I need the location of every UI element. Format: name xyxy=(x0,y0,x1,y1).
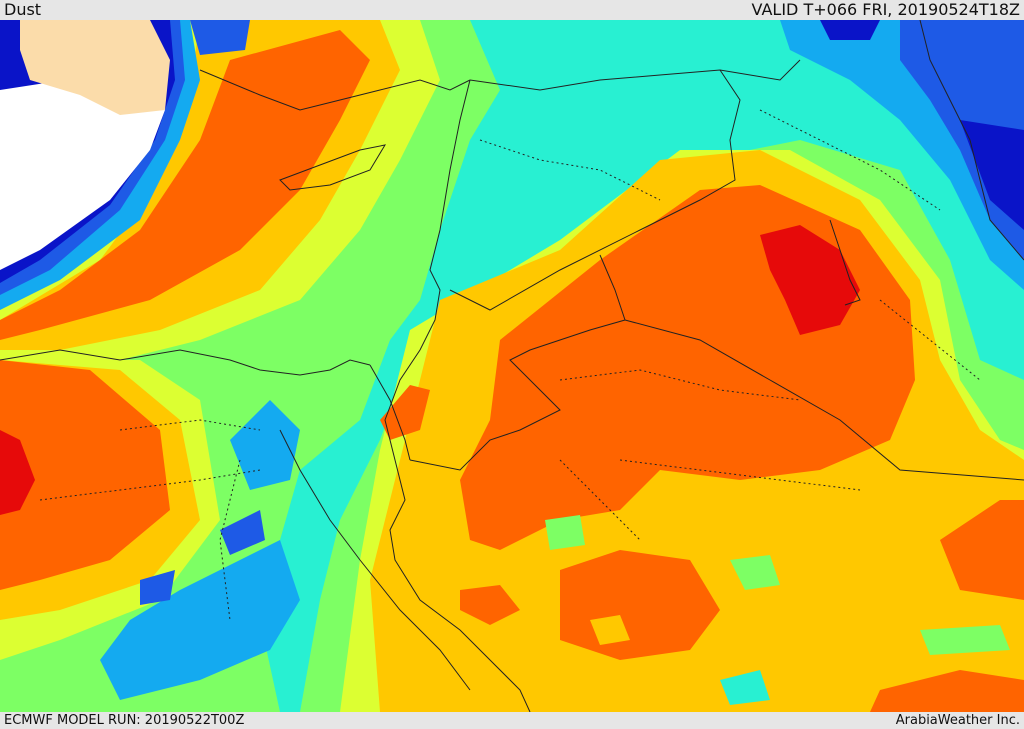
land-no-data-area xyxy=(20,20,170,115)
model-run-label: ECMWF MODEL RUN: 20190522T00Z xyxy=(4,713,245,728)
valid-time-label: VALID T+066 FRI, 20190524T18Z xyxy=(751,0,1020,19)
dust-level-8-area xyxy=(0,30,370,340)
dust-level-8-area xyxy=(0,360,170,590)
dust-level-5-area xyxy=(920,625,1010,655)
province-borders xyxy=(39,109,981,621)
dust-level-2-area xyxy=(140,570,175,605)
dust-level-1-area xyxy=(820,20,880,40)
dust-level-5-area xyxy=(545,515,585,550)
dust-level-3-area xyxy=(100,540,300,700)
dust-level-8-area xyxy=(380,385,430,440)
dust-level-2-area xyxy=(190,20,250,55)
dust-forecast-map xyxy=(0,20,1024,712)
dust-level-5-area xyxy=(730,555,780,590)
dust-level-4-area xyxy=(720,670,770,705)
dust-level-3-area xyxy=(230,400,300,490)
dust-level-2-area xyxy=(220,510,265,555)
dust-level-7-area xyxy=(590,615,630,645)
dust-level-9-area xyxy=(0,430,35,515)
credit-label: ArabiaWeather Inc. xyxy=(895,713,1020,728)
map-title: Dust xyxy=(4,0,42,19)
map-footer: ECMWF MODEL RUN: 20190522T00Z ArabiaWeat… xyxy=(0,712,1024,729)
dust-level-1-area xyxy=(960,120,1024,230)
coastlines xyxy=(0,20,1024,712)
dust-level-8-area xyxy=(460,585,520,625)
sea-no-data-area xyxy=(0,70,165,270)
dust-level-8-area xyxy=(870,670,1024,712)
dust-level-8-area xyxy=(940,500,1024,600)
country-borders xyxy=(369,59,1024,481)
map-header: Dust VALID T+066 FRI, 20190524T18Z xyxy=(0,0,1024,20)
dust-level-9-area xyxy=(760,225,860,335)
